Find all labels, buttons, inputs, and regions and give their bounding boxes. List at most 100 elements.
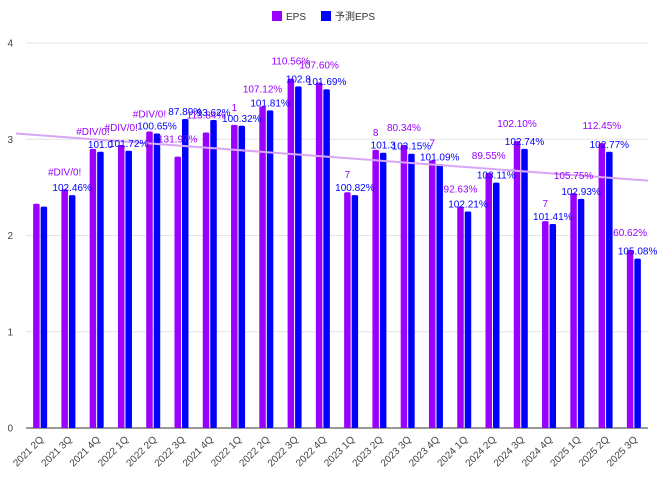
y-tick-label: 2: [7, 231, 13, 242]
data-label-eps-8: 1: [232, 103, 238, 114]
bar-forecast-eps-18[interactable]: [521, 148, 528, 428]
bar-eps-11[interactable]: [315, 82, 323, 429]
y-tick-label: 1: [7, 327, 13, 338]
data-label-forecast-eps-15: 101.09%: [420, 152, 460, 163]
bar-forecast-eps-21[interactable]: [606, 151, 613, 428]
legend-swatch-2[interactable]: [321, 11, 331, 21]
data-label-forecast-eps-6: 87.89%: [168, 107, 202, 118]
data-label-forecast-eps-18: 102.74%: [505, 137, 545, 148]
bar-forecast-eps-3[interactable]: [97, 151, 104, 428]
data-label-forecast-eps-17: 103.11%: [477, 171, 516, 182]
bar-forecast-eps-12[interactable]: [351, 195, 359, 428]
legend-swatch-1[interactable]: [272, 11, 282, 21]
bar-forecast-eps-15[interactable]: [436, 164, 443, 428]
bar-eps-4[interactable]: [117, 145, 125, 428]
bar-eps-2[interactable]: [61, 189, 68, 428]
bar-eps-18[interactable]: [513, 141, 521, 429]
data-label-eps-14: 80.34%: [387, 123, 421, 134]
data-label-eps-18: 102.10%: [497, 119, 537, 130]
data-label-forecast-eps-19: 101.41%: [533, 212, 573, 223]
bar-forecast-eps-11[interactable]: [323, 89, 330, 428]
y-tick-label: 3: [7, 135, 13, 146]
data-label-eps-13: 8: [373, 128, 379, 139]
bar-forecast-eps-10[interactable]: [295, 86, 302, 428]
bar-forecast-eps-20[interactable]: [577, 198, 585, 428]
bar-forecast-eps-6[interactable]: [182, 119, 189, 428]
data-label-forecast-eps-13: 101.3: [371, 141, 396, 152]
data-label-forecast-eps-12: 100.82%: [335, 183, 375, 194]
data-label-forecast-eps-3: 101.0: [88, 140, 113, 151]
bar-eps-7[interactable]: [202, 132, 210, 428]
y-tick-label: 4: [7, 39, 13, 50]
data-label-forecast-eps-7: 93.62%: [197, 108, 231, 119]
data-label-eps-3: #DIV/0!: [76, 127, 109, 138]
data-label-forecast-eps-22: 105.08%: [618, 247, 658, 258]
bar-forecast-eps-14[interactable]: [408, 153, 415, 428]
data-label-eps-12: 7: [345, 170, 351, 181]
bar-eps-8[interactable]: [231, 124, 238, 428]
bar-forecast-eps-9[interactable]: [266, 110, 274, 428]
data-label-forecast-eps-14: 103.15%: [392, 142, 432, 153]
data-label-forecast-eps-11: 101.69%: [307, 77, 347, 88]
data-label-forecast-eps-4: 101.72%: [109, 139, 149, 150]
bar-eps-3[interactable]: [89, 148, 97, 428]
bar-eps-19[interactable]: [542, 221, 549, 428]
data-label-forecast-eps-16: 102.21%: [448, 199, 488, 210]
bar-forecast-eps-2[interactable]: [68, 195, 76, 428]
legend: EPS 予測EPS: [272, 10, 375, 23]
data-labels: #DIV/0!102.46%#DIV/0!101.0#DIV/0!101.72%…: [48, 57, 657, 258]
bar-forecast-eps-5[interactable]: [153, 133, 161, 428]
bar-eps-9[interactable]: [259, 106, 266, 429]
data-label-eps-15: 7: [429, 138, 435, 149]
trendline-group: [15, 132, 649, 182]
bar-eps-10[interactable]: [287, 78, 295, 429]
data-label-eps-17: 89.55%: [472, 151, 506, 162]
legend-label-2[interactable]: 予測EPS: [335, 10, 375, 23]
data-label-eps-10: 110.56%: [271, 57, 310, 68]
data-label-forecast-eps-20: 102.93%: [561, 187, 601, 198]
data-label-eps-4: #DIV/0!: [105, 123, 138, 134]
data-label-eps-19: 7: [543, 199, 549, 210]
bar-forecast-eps-17[interactable]: [493, 182, 500, 428]
eps-trendline: [15, 132, 649, 182]
bar-eps-12[interactable]: [344, 192, 351, 428]
bar-eps-13[interactable]: [372, 149, 379, 428]
bar-eps-20[interactable]: [570, 193, 577, 428]
data-label-forecast-eps-8: 100.32%: [222, 114, 262, 125]
y-tick-label: 0: [7, 424, 13, 435]
bar-forecast-eps-7[interactable]: [210, 120, 217, 428]
bar-eps-22[interactable]: [626, 249, 634, 428]
data-label-forecast-eps-2: 102.46%: [52, 183, 92, 194]
bar-forecast-eps-22[interactable]: [634, 258, 641, 428]
data-label-forecast-eps-5: 100.65%: [137, 121, 177, 132]
bar-forecast-eps-8[interactable]: [238, 125, 246, 429]
bar-forecast-eps-4[interactable]: [125, 150, 132, 429]
bar-eps-16[interactable]: [457, 206, 464, 428]
data-label-eps-20: 105.75%: [554, 171, 594, 182]
bar-forecast-eps-19[interactable]: [549, 223, 557, 428]
y-axis: 0 1 2 3 4: [7, 39, 13, 435]
data-label-eps-2: #DIV/0!: [48, 167, 81, 178]
bar-forecast-eps-1[interactable]: [40, 206, 48, 428]
data-label-forecast-eps-10: 102.8: [286, 74, 311, 85]
bars: [33, 78, 641, 429]
bar-eps-14[interactable]: [400, 145, 408, 428]
data-label-eps-22: 60.62%: [613, 228, 647, 239]
bar-eps-21[interactable]: [598, 143, 606, 428]
bar-eps-15[interactable]: [428, 160, 436, 429]
legend-label-1[interactable]: EPS: [286, 12, 306, 23]
bar-forecast-eps-13[interactable]: [379, 152, 387, 428]
bar-forecast-eps-16[interactable]: [464, 211, 472, 428]
bar-eps-17[interactable]: [485, 172, 493, 428]
data-label-eps-7: 113.84%: [187, 111, 226, 122]
data-label-eps-11: 107.60%: [299, 60, 339, 71]
bar-eps-5[interactable]: [146, 131, 153, 429]
data-label-forecast-eps-21: 102.77%: [590, 140, 630, 151]
bar-eps-6[interactable]: [174, 156, 182, 428]
bar-eps-1[interactable]: [33, 203, 40, 428]
data-label-eps-9: 107.12%: [243, 85, 283, 96]
data-label-eps-16: 92.63%: [444, 185, 478, 196]
data-label-eps-21: 112.45%: [582, 121, 621, 132]
